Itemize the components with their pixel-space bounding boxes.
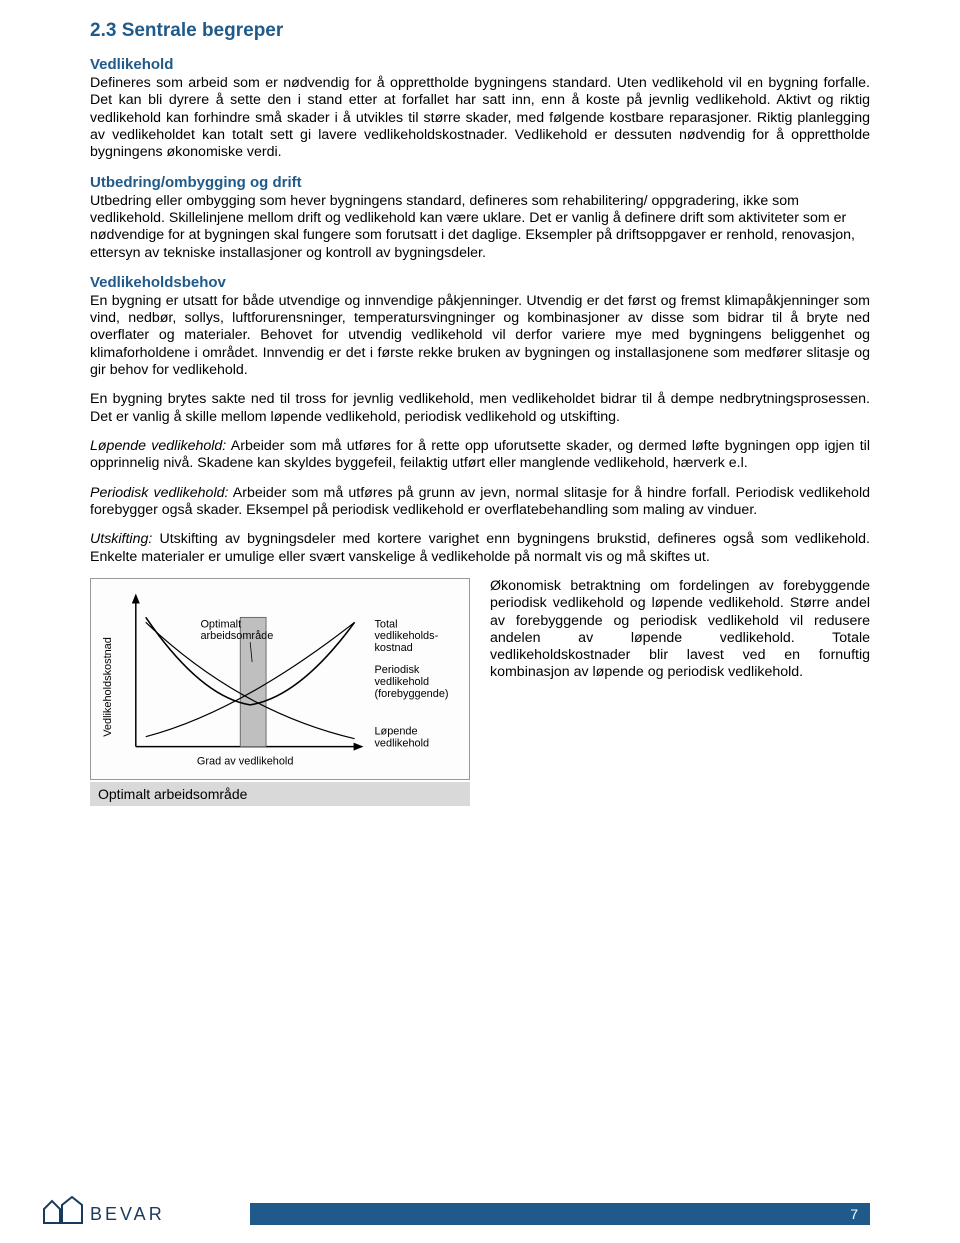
subhead-behov: Vedlikeholdsbehov	[90, 274, 870, 291]
chart-row: Vedlikeholdskostnad Optimalt arbeidsområ…	[90, 578, 870, 806]
chart-svg: Vedlikeholdskostnad Optimalt arbeidsområ…	[101, 587, 459, 777]
legend-per-2: vedlikehold	[374, 676, 429, 688]
chart-x-label: Grad av vedlikehold	[197, 755, 294, 767]
chart-annot-optimal-1: Optimalt	[200, 618, 241, 630]
para-behov-1: En bygning er utsatt for både utvendige …	[90, 293, 870, 380]
legend-per-1: Periodisk	[374, 664, 419, 676]
logo-icon	[40, 1195, 86, 1225]
legend-lop-2: vedlikehold	[374, 738, 429, 750]
section-title: 2.3 Sentrale begreper	[90, 20, 870, 42]
para-utbedring: Utbedring eller ombygging som hever bygn…	[90, 193, 870, 262]
label-periodisk: Periodisk vedlikehold:	[90, 485, 228, 501]
logo-text: BEVAR	[90, 1204, 165, 1225]
chart-y-arrow	[132, 593, 140, 603]
para-behov-2: En bygning brytes sakte ned til tross fo…	[90, 391, 870, 426]
legend-total-2: vedlikeholds-	[374, 630, 438, 642]
label-lopende: Løpende vedlikehold:	[90, 438, 226, 454]
chart-x-arrow	[354, 743, 364, 751]
chart-side-text: Økonomisk betraktning om fordelingen av …	[490, 578, 870, 806]
legend-lop-1: Løpende	[374, 726, 417, 738]
para-lopende: Løpende vedlikehold: Arbeider som må utf…	[90, 438, 870, 473]
chart-caption: Optimalt arbeidsområde	[90, 782, 470, 806]
page-number-bar: 7	[250, 1203, 870, 1225]
legend-per-3: (forebyggende)	[374, 688, 448, 700]
subhead-vedlikehold: Vedlikehold	[90, 56, 870, 73]
label-utskifting: Utskifting:	[90, 531, 152, 547]
chart-annot-optimal-2: arbeidsområde	[200, 630, 273, 642]
chart-box: Vedlikeholdskostnad Optimalt arbeidsområ…	[90, 578, 470, 780]
subhead-utbedring: Utbedring/ombygging og drift	[90, 174, 870, 191]
legend-total-3: kostnad	[374, 642, 412, 654]
chart-column: Vedlikeholdskostnad Optimalt arbeidsområ…	[90, 578, 470, 806]
logo: BEVAR	[40, 1195, 165, 1225]
chart-y-label: Vedlikeholdskostnad	[102, 637, 114, 737]
para-vedlikehold: Defineres som arbeid som er nødvendig fo…	[90, 75, 870, 162]
text-utskifting: Utskifting av bygningsdeler med kortere …	[90, 531, 870, 564]
legend-total-1: Total	[374, 618, 397, 630]
para-utskifting: Utskifting: Utskifting av bygningsdeler …	[90, 531, 870, 566]
footer: BEVAR 7	[0, 1195, 960, 1225]
para-periodisk: Periodisk vedlikehold: Arbeider som må u…	[90, 485, 870, 520]
